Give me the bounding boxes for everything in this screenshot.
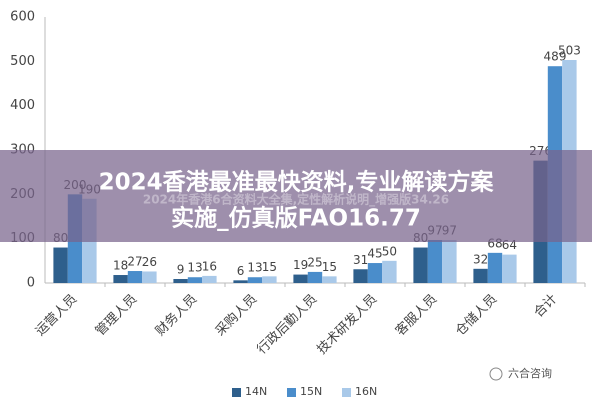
bar [187,277,203,283]
value-label: 19 [293,258,308,272]
legend-label: 15N [300,385,322,398]
legend-swatch [287,388,296,397]
banner [0,150,592,242]
bar [113,275,128,283]
value-label: 26 [142,255,157,269]
bar [53,247,68,283]
bar [322,276,337,283]
bar [487,252,503,283]
bar [262,276,277,283]
y-tick-label: 600 [10,10,35,25]
bar [442,239,457,283]
value-label: 18 [113,259,128,273]
value-label: 27 [127,255,142,269]
value-label: 13 [187,261,202,275]
headline: 实施_仿真版FAO16.77 [171,205,421,232]
y-tick-label: 400 [10,98,35,113]
bar [202,275,217,283]
bar [293,274,308,283]
bar [173,279,188,283]
value-label: 9 [177,263,185,277]
bar [307,271,323,283]
value-label: 31 [353,253,368,267]
bar [353,269,368,283]
watermark: 2024年香港6合资料大全集,定性解析说明_增强版34.26 [143,192,449,208]
value-label: 25 [307,255,322,269]
bar [142,271,157,283]
value-label: 489 [544,50,567,64]
y-tick-label: 0 [27,276,35,291]
legend-label: 16N [355,385,377,398]
bar [367,263,383,283]
bar [413,247,428,283]
value-label: 16 [202,259,217,273]
y-tick-label: 500 [10,54,35,69]
bar [502,254,517,283]
value-label: 50 [382,244,397,258]
value-label: 15 [262,260,277,274]
bar [473,268,488,283]
bar [233,280,248,283]
bar [247,277,263,283]
brand-icon [489,367,503,381]
legend-label: 14N [245,385,267,398]
value-label: 45 [367,247,382,261]
bar [127,271,143,283]
value-label: 32 [473,252,488,266]
bar [427,239,443,283]
legend-swatch [342,388,351,397]
brand: 六合咨询 [508,366,552,380]
value-label: 503 [558,44,581,58]
bar [382,260,397,283]
legend-swatch [232,388,241,397]
value-label: 15 [322,260,337,274]
headline: 2024香港最准最快资料,专业解读方案 [99,169,495,196]
value-label: 6 [237,264,245,278]
value-label: 13 [247,261,262,275]
